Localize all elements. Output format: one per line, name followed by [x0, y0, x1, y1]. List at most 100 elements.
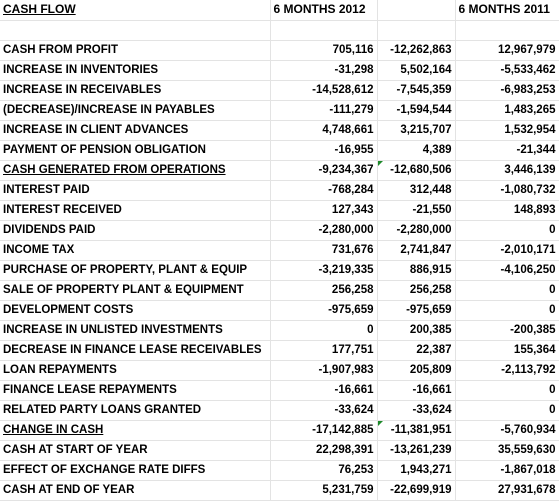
value-2011-cell[interactable]: 35,559,630 — [455, 440, 559, 461]
title-cell[interactable]: CASH FLOW — [0, 0, 271, 21]
value-2012-cell[interactable]: -31,298 — [270, 60, 378, 81]
value-2011-cell[interactable]: -2,010,171 — [455, 240, 559, 261]
value-2011-cell[interactable]: -200,385 — [455, 320, 559, 341]
row-label-cell[interactable]: PAYMENT OF PENSION OBLIGATION — [0, 140, 271, 161]
difference-cell[interactable]: -21,550 — [377, 200, 456, 221]
difference-cell[interactable]: 256,258 — [377, 280, 456, 301]
blank-cell[interactable] — [0, 20, 271, 41]
value-2012-cell[interactable]: 0 — [270, 320, 378, 341]
value-2012-cell[interactable]: -3,219,335 — [270, 260, 378, 281]
difference-cell[interactable]: 205,809 — [377, 360, 456, 381]
value-2011-cell[interactable]: -4,106,250 — [455, 260, 559, 281]
value-2012-cell[interactable]: -16,955 — [270, 140, 378, 161]
row-label-cell[interactable]: DECREASE IN FINANCE LEASE RECEIVABLES — [0, 340, 271, 361]
row-label-cell[interactable]: CASH GENERATED FROM OPERATIONS — [0, 160, 271, 181]
difference-cell[interactable]: -11,381,951 — [377, 420, 456, 441]
row-label-cell[interactable]: LOAN REPAYMENTS — [0, 360, 271, 381]
row-label-cell[interactable]: DEVELOPMENT COSTS — [0, 300, 271, 321]
difference-cell[interactable]: 3,215,707 — [377, 120, 456, 141]
row-label-cell[interactable]: PURCHASE OF PROPERTY, PLANT & EQUIP — [0, 260, 271, 281]
value-2011-cell[interactable]: 27,931,678 — [455, 480, 559, 501]
difference-cell[interactable]: 5,502,164 — [377, 60, 456, 81]
value-2012-cell[interactable]: 76,253 — [270, 460, 378, 481]
value-2011-cell[interactable]: -2,113,792 — [455, 360, 559, 381]
value-2011-cell[interactable]: 0 — [455, 220, 559, 241]
difference-cell[interactable]: -1,594,544 — [377, 100, 456, 121]
value-2012-cell[interactable]: 5,231,759 — [270, 480, 378, 501]
value-2011-cell[interactable]: 12,967,979 — [455, 40, 559, 61]
difference-cell[interactable]: 886,915 — [377, 260, 456, 281]
row-label-cell[interactable]: EFFECT OF EXCHANGE RATE DIFFS — [0, 460, 271, 481]
value-2012-cell[interactable]: 731,676 — [270, 240, 378, 261]
blank-cell[interactable] — [270, 20, 378, 41]
row-label-cell[interactable]: FINANCE LEASE REPAYMENTS — [0, 380, 271, 401]
header-2012-cell[interactable]: 6 MONTHS 2012 — [270, 0, 378, 21]
value-2012-cell[interactable]: 256,258 — [270, 280, 378, 301]
row-label-cell[interactable]: INTEREST RECEIVED — [0, 200, 271, 221]
value-2011-cell[interactable]: -1,080,732 — [455, 180, 559, 201]
value-2011-cell[interactable]: 0 — [455, 380, 559, 401]
row-label-cell[interactable]: SALE OF PROPERTY PLANT & EQUIPMENT — [0, 280, 271, 301]
row-label-cell[interactable]: CASH FROM PROFIT — [0, 40, 271, 61]
row-label-cell[interactable]: INCOME TAX — [0, 240, 271, 261]
row-label-cell[interactable]: (DECREASE)/INCREASE IN PAYABLES — [0, 100, 271, 121]
difference-cell[interactable]: 1,943,271 — [377, 460, 456, 481]
value-2012-cell[interactable]: 127,343 — [270, 200, 378, 221]
difference-cell[interactable]: -2,280,000 — [377, 220, 456, 241]
value-2011-cell[interactable]: -21,344 — [455, 140, 559, 161]
difference-cell[interactable]: -16,661 — [377, 380, 456, 401]
value-2012-cell[interactable]: -768,284 — [270, 180, 378, 201]
row-label-cell[interactable]: CHANGE IN CASH — [0, 420, 271, 441]
difference-cell[interactable]: -12,680,506 — [377, 160, 456, 181]
row-label-cell[interactable]: CASH AT START OF YEAR — [0, 440, 271, 461]
value-2011-cell[interactable]: 148,893 — [455, 200, 559, 221]
value-2012-cell[interactable]: -17,142,885 — [270, 420, 378, 441]
difference-cell[interactable]: 312,448 — [377, 180, 456, 201]
value-2012-cell[interactable]: -1,907,983 — [270, 360, 378, 381]
difference-cell[interactable]: 2,741,847 — [377, 240, 456, 261]
value-2011-cell[interactable]: -5,533,462 — [455, 60, 559, 81]
value-2011-cell[interactable]: -1,867,018 — [455, 460, 559, 481]
value-2012-cell[interactable]: -33,624 — [270, 400, 378, 421]
row-label-cell[interactable]: DIVIDENDS PAID — [0, 220, 271, 241]
blank-cell[interactable] — [455, 20, 559, 41]
header-diff-cell[interactable] — [377, 0, 456, 21]
difference-cell[interactable]: 22,387 — [377, 340, 456, 361]
value-2011-cell[interactable]: 155,364 — [455, 340, 559, 361]
value-2012-cell[interactable]: 177,751 — [270, 340, 378, 361]
value-2011-cell[interactable]: 0 — [455, 300, 559, 321]
value-2012-cell[interactable]: -16,661 — [270, 380, 378, 401]
value-2011-cell[interactable]: -6,983,253 — [455, 80, 559, 101]
row-label-cell[interactable]: INCREASE IN RECEIVABLES — [0, 80, 271, 101]
difference-cell[interactable]: 200,385 — [377, 320, 456, 341]
row-label-cell[interactable]: INCREASE IN UNLISTED INVESTMENTS — [0, 320, 271, 341]
value-2012-cell[interactable]: 4,748,661 — [270, 120, 378, 141]
value-2012-cell[interactable]: -9,234,367 — [270, 160, 378, 181]
row-label-cell[interactable]: INCREASE IN INVENTORIES — [0, 60, 271, 81]
row-label-cell[interactable]: CASH AT END OF YEAR — [0, 480, 271, 501]
header-2011-cell[interactable]: 6 MONTHS 2011 — [455, 0, 559, 21]
row-label-cell[interactable]: INTEREST PAID — [0, 180, 271, 201]
difference-cell[interactable]: -7,545,359 — [377, 80, 456, 101]
value-2012-cell[interactable]: -111,279 — [270, 100, 378, 121]
blank-cell[interactable] — [377, 20, 456, 41]
difference-cell[interactable]: -975,659 — [377, 300, 456, 321]
difference-cell[interactable]: -13,261,239 — [377, 440, 456, 461]
value-2011-cell[interactable]: -5,760,934 — [455, 420, 559, 441]
value-2011-cell[interactable]: 1,532,954 — [455, 120, 559, 141]
value-2012-cell[interactable]: 705,116 — [270, 40, 378, 61]
value-2011-cell[interactable]: 0 — [455, 400, 559, 421]
row-label-cell[interactable]: INCREASE IN CLIENT ADVANCES — [0, 120, 271, 141]
value-2012-cell[interactable]: 22,298,391 — [270, 440, 378, 461]
difference-cell[interactable]: -22,699,919 — [377, 480, 456, 501]
value-2011-cell[interactable]: 1,483,265 — [455, 100, 559, 121]
value-2012-cell[interactable]: -2,280,000 — [270, 220, 378, 241]
difference-cell[interactable]: 4,389 — [377, 140, 456, 161]
value-2012-cell[interactable]: -14,528,612 — [270, 80, 378, 101]
difference-cell[interactable]: -33,624 — [377, 400, 456, 421]
value-2011-cell[interactable]: 0 — [455, 280, 559, 301]
difference-cell[interactable]: -12,262,863 — [377, 40, 456, 61]
value-2012-cell[interactable]: -975,659 — [270, 300, 378, 321]
value-2011-cell[interactable]: 3,446,139 — [455, 160, 559, 181]
row-label-cell[interactable]: RELATED PARTY LOANS GRANTED — [0, 400, 271, 421]
